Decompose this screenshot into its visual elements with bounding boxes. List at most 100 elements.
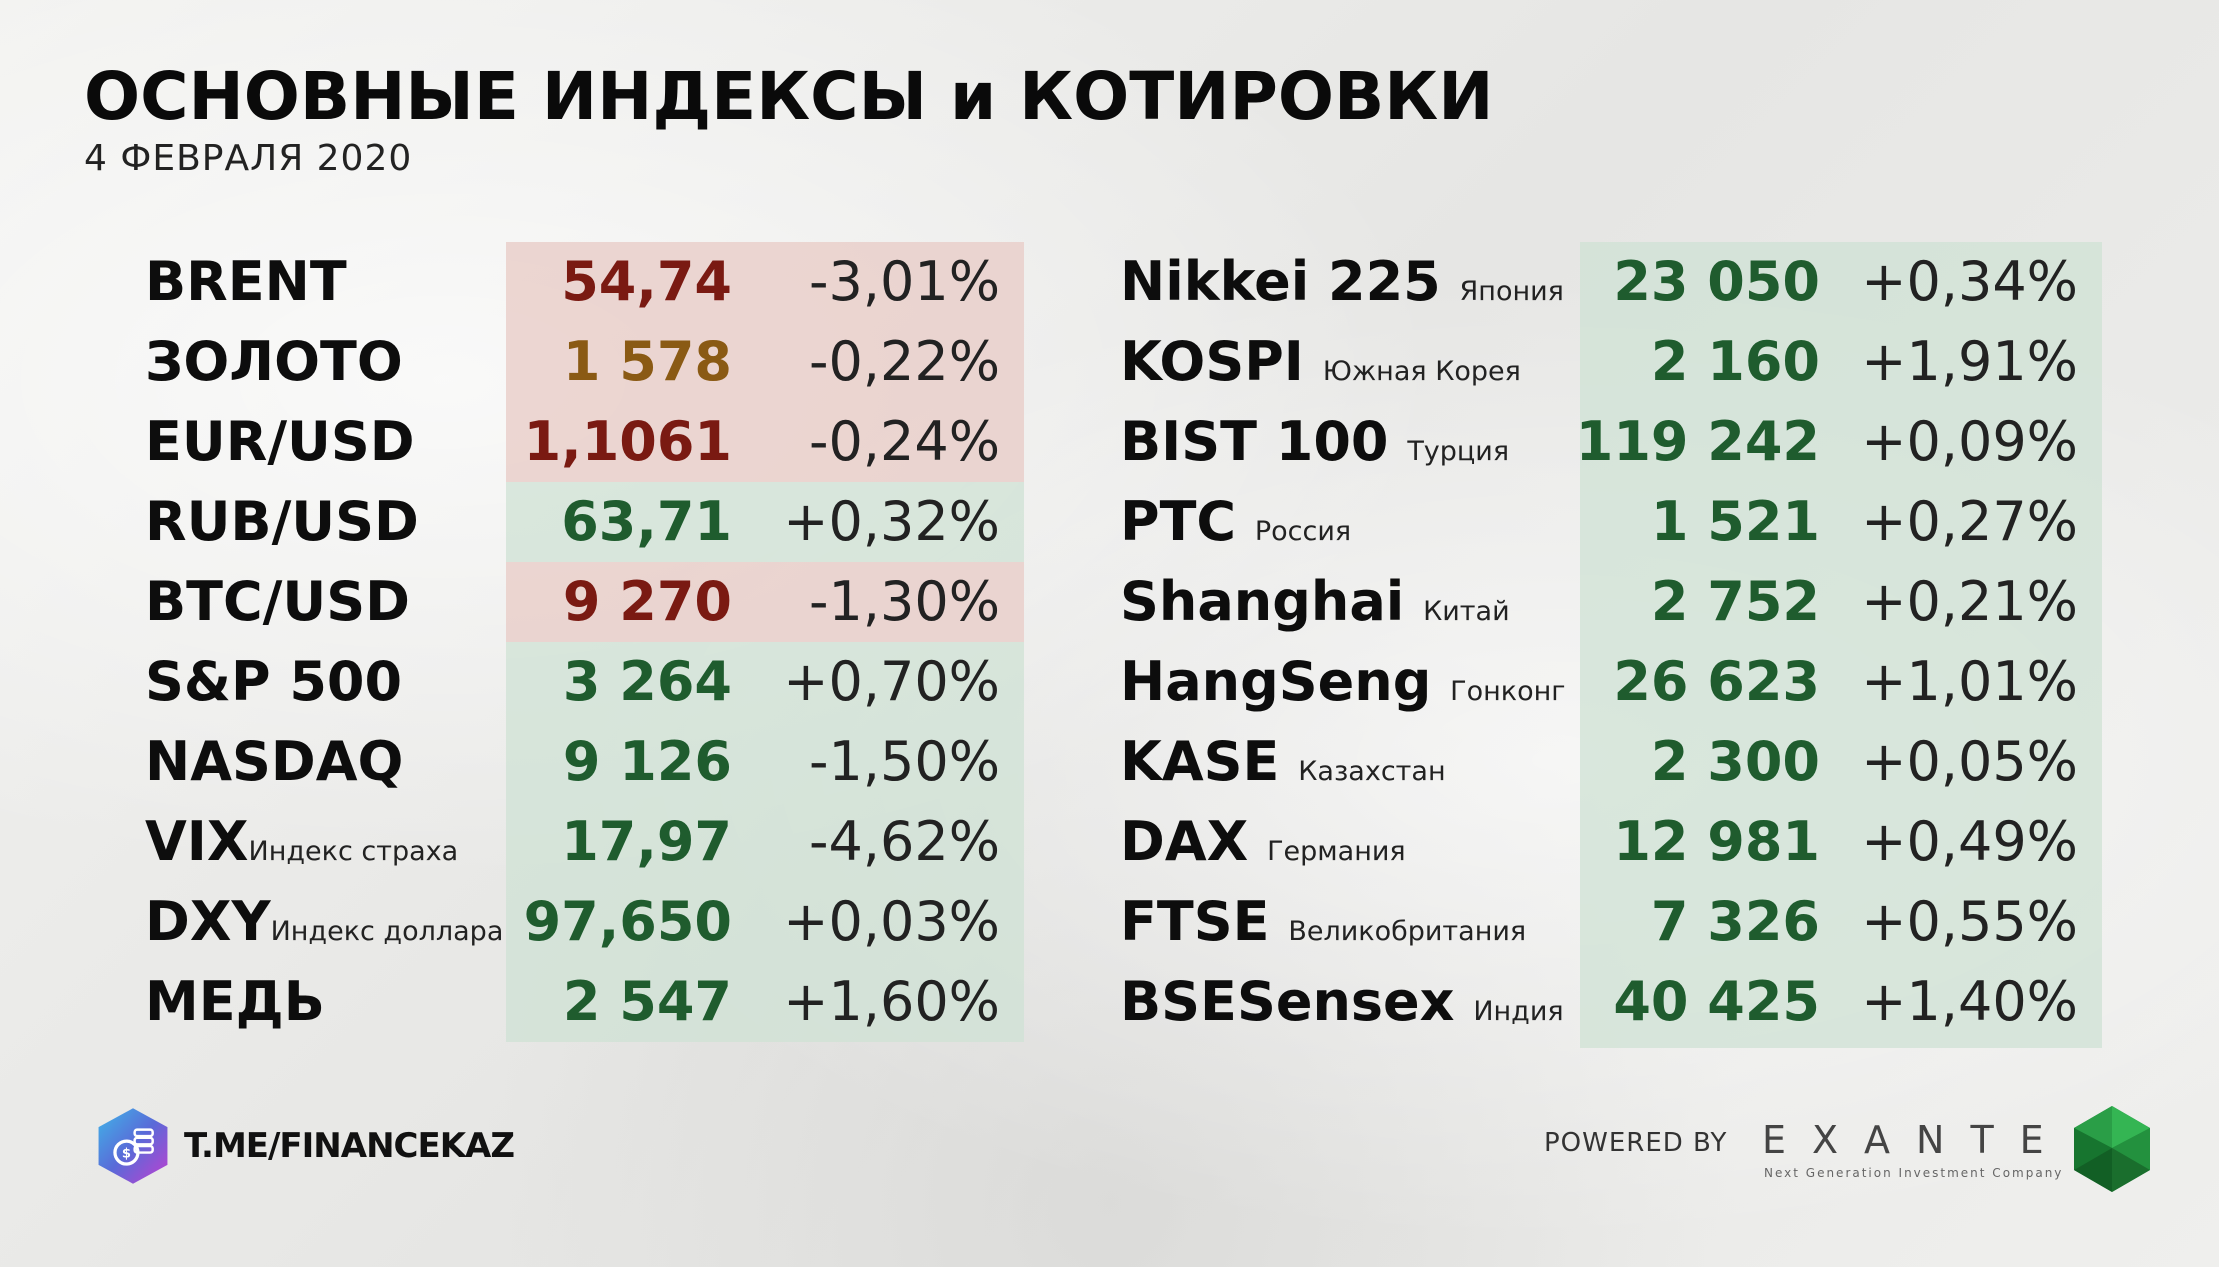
table-row: S&P 500 xyxy=(145,642,505,722)
quote-ticker: DXY xyxy=(145,890,271,953)
table-row: 54,74 -3,01% xyxy=(506,242,1024,322)
quote-change: -4,62% xyxy=(808,810,1000,873)
quote-value: 2 300 xyxy=(1650,730,1820,793)
quote-change: +1,01% xyxy=(1861,650,2078,713)
quote-value: 40 425 xyxy=(1613,970,1820,1033)
quote-change: +0,55% xyxy=(1861,890,2078,953)
table-row: KASE Казахстан xyxy=(1120,722,1580,802)
quote-country: Великобритания xyxy=(1288,916,1527,947)
right-quotes-panel: 23 050 +0,34% 2 160 +1,91% 119 242 +0,09% 1 52… xyxy=(1576,242,2102,1048)
quote-name: NASDAQ xyxy=(145,730,403,793)
quote-country: Гонконг xyxy=(1450,676,1566,707)
exante-tagline: Next Generation Investment Company xyxy=(1764,1166,2064,1180)
quote-name: VIXИндекс страха xyxy=(145,810,458,873)
row-highlight xyxy=(506,482,1024,562)
table-row: VIXИндекс страха xyxy=(145,802,505,882)
quote-description: Индекс доллара xyxy=(270,916,504,947)
quote-change: +1,60% xyxy=(783,970,1000,1033)
table-row: 23 050 +0,34% xyxy=(1580,242,2102,322)
quote-value: 23 050 xyxy=(1613,250,1820,313)
quote-country: Турция xyxy=(1407,436,1510,467)
quote-country: Китай xyxy=(1423,596,1510,627)
table-row: МЕДЬ xyxy=(145,962,505,1042)
table-row: 63,71 +0,32% xyxy=(506,482,1024,562)
quote-ticker: BSESensex xyxy=(1120,970,1455,1033)
quote-change: +0,03% xyxy=(783,890,1000,953)
table-row: 12 981 +0,49% xyxy=(1580,802,2102,882)
quote-ticker: ЗОЛОТО xyxy=(145,330,403,393)
quote-ticker: RUB/USD xyxy=(145,490,419,553)
quote-name: BRENT xyxy=(145,250,347,313)
quote-change: +0,27% xyxy=(1861,490,2078,553)
quote-country: Германия xyxy=(1267,836,1406,867)
quote-ticker: KASE xyxy=(1120,730,1280,793)
left-quotes-panel: 54,74 -3,01% 1 578 -0,22% 1,1061 -0,24% 63,71 +… xyxy=(506,242,1024,1048)
telegram-channel-link[interactable]: $ T.ME/FINANCEKAZ xyxy=(92,1106,515,1186)
quote-name: BTC/USD xyxy=(145,570,410,633)
quote-value: 1 578 xyxy=(562,330,732,393)
quote-country: Россия xyxy=(1254,516,1352,547)
quote-ticker: EUR/USD xyxy=(145,410,415,473)
table-row: 9 126 -1,50% xyxy=(506,722,1024,802)
table-row: FTSE Великобритания xyxy=(1120,882,1580,962)
channel-link-text[interactable]: T.ME/FINANCEKAZ xyxy=(184,1126,515,1166)
quote-change: -0,24% xyxy=(808,410,1000,473)
table-row: BSESensex Индия xyxy=(1120,962,1580,1042)
row-highlight xyxy=(506,562,1024,642)
quote-change: -3,01% xyxy=(808,250,1000,313)
row-highlight xyxy=(506,802,1024,882)
quote-value: 12 981 xyxy=(1613,810,1820,873)
quote-name: DAX Германия xyxy=(1120,810,1406,873)
quote-name: Nikkei 225 Япония xyxy=(1120,250,1564,313)
table-row: 40 425 +1,40% xyxy=(1580,962,2102,1042)
table-row: 9 270 -1,30% xyxy=(506,562,1024,642)
quote-value: 2 547 xyxy=(562,970,732,1033)
quote-value: 17,97 xyxy=(561,810,732,873)
quote-value: 119 242 xyxy=(1575,410,1820,473)
quote-country: Япония xyxy=(1459,276,1564,307)
quote-ticker: Shanghai xyxy=(1120,570,1405,633)
quote-name: ЗОЛОТО xyxy=(145,330,403,393)
quote-change: +0,34% xyxy=(1861,250,2078,313)
quote-name: KASE Казахстан xyxy=(1120,730,1446,793)
table-row: 2 547 +1,60% xyxy=(506,962,1024,1042)
table-row: RUB/USD xyxy=(145,482,505,562)
quote-change: +0,09% xyxy=(1861,410,2078,473)
quote-name: S&P 500 xyxy=(145,650,402,713)
table-row: Nikkei 225 Япония xyxy=(1120,242,1580,322)
row-highlight xyxy=(506,242,1024,322)
quote-name: EUR/USD xyxy=(145,410,415,473)
quote-name: РТС Россия xyxy=(1120,490,1351,553)
quote-value: 54,74 xyxy=(561,250,732,313)
quote-country: Индия xyxy=(1473,996,1564,1027)
row-highlight xyxy=(506,722,1024,802)
quote-ticker: РТС xyxy=(1120,490,1237,553)
table-row: BIST 100 Турция xyxy=(1120,402,1580,482)
quote-change: +1,40% xyxy=(1861,970,2078,1033)
table-row: 17,97 -4,62% xyxy=(506,802,1024,882)
quote-ticker: S&P 500 xyxy=(145,650,403,713)
finance-channel-logo-icon: $ xyxy=(98,1108,168,1184)
quote-name: KOSPI Южная Корея xyxy=(1120,330,1521,393)
table-row: NASDAQ xyxy=(145,722,505,802)
quote-country: Южная Корея xyxy=(1322,356,1521,387)
row-highlight xyxy=(506,962,1024,1042)
quote-ticker: NASDAQ xyxy=(145,730,404,793)
page-date: 4 ФЕВРАЛЯ 2020 xyxy=(84,138,413,179)
table-row: DAX Германия xyxy=(1120,802,1580,882)
table-row: 7 326 +0,55% xyxy=(1580,882,2102,962)
table-row: 1 521 +0,27% xyxy=(1580,482,2102,562)
quote-value: 2 160 xyxy=(1650,330,1820,393)
table-row: KOSPI Южная Корея xyxy=(1120,322,1580,402)
table-row: 3 264 +0,70% xyxy=(506,642,1024,722)
quote-value: 3 264 xyxy=(562,650,732,713)
powered-by-label: POWERED BY xyxy=(1544,1128,1728,1158)
quote-name: FTSE Великобритания xyxy=(1120,890,1526,953)
row-highlight xyxy=(506,322,1024,402)
row-highlight xyxy=(506,882,1024,962)
quote-country: Казахстан xyxy=(1298,756,1446,787)
table-row: BRENT xyxy=(145,242,505,322)
quote-name: BSESensex Индия xyxy=(1120,970,1564,1033)
table-row: Shanghai Китай xyxy=(1120,562,1580,642)
page-title: ОСНОВНЫЕ ИНДЕКСЫ и КОТИРОВКИ xyxy=(84,58,1494,135)
